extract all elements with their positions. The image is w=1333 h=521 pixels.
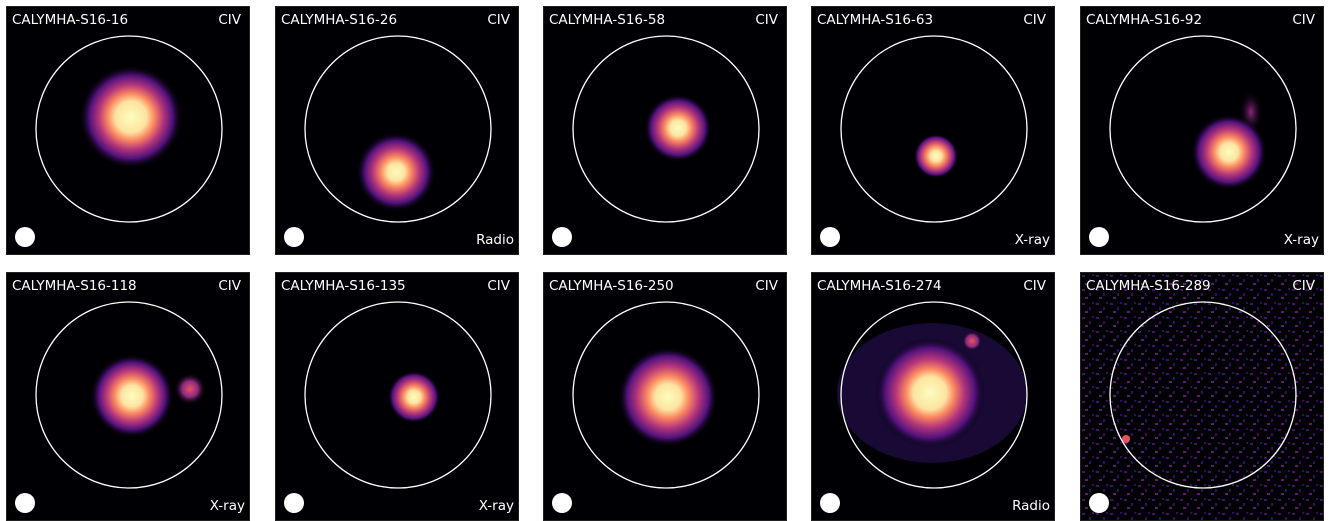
source-glow [644, 94, 712, 162]
cutout-image [15, 35, 223, 247]
cutout-image [552, 35, 760, 247]
cutout-panel: CALYMHA-S16-92 CIV X-ray [1080, 6, 1324, 255]
cutout-image [820, 301, 1028, 513]
source-glow [914, 134, 958, 178]
beam-marker [284, 227, 304, 247]
source-glow [1191, 114, 1267, 190]
beam-marker [820, 493, 840, 513]
cutout-panel: CALYMHA-S16-58 CIV [543, 6, 787, 255]
aperture-circle [304, 35, 492, 223]
line-label: CIV [487, 278, 510, 294]
cutout-panel: CALYMHA-S16-250 CIV [543, 272, 787, 521]
aperture-circle [304, 301, 492, 489]
aperture-circle [35, 301, 223, 489]
aperture-circle [840, 301, 1028, 489]
line-label: CIV [1292, 278, 1315, 294]
aperture-circle [840, 35, 1028, 223]
line-label: CIV [218, 278, 241, 294]
aperture-circle [572, 35, 760, 223]
beam-marker [552, 227, 572, 247]
line-label: CIV [1292, 12, 1315, 28]
cutout-image [284, 301, 492, 513]
source-name: CALYMHA-S16-135 [281, 278, 406, 294]
source-name: CALYMHA-S16-58 [549, 12, 666, 28]
source-glow [618, 347, 718, 447]
source-glow [90, 354, 174, 438]
aperture-circle [572, 301, 760, 489]
source-name: CALYMHA-S16-118 [12, 278, 137, 294]
beam-marker [15, 493, 35, 513]
cutout-panel: CALYMHA-S16-274 CIV Radio [811, 272, 1055, 521]
line-label: CIV [487, 12, 510, 28]
line-label: CIV [218, 12, 241, 28]
detection-tag: Radio [476, 232, 514, 248]
beam-marker [820, 227, 840, 247]
cutout-image [284, 35, 492, 247]
source-name: CALYMHA-S16-63 [817, 12, 934, 28]
detection-tag: X-ray [1283, 232, 1319, 248]
cutout-image [552, 301, 760, 513]
beam-marker [284, 493, 304, 513]
line-label: CIV [755, 278, 778, 294]
source-glow [79, 65, 183, 169]
source-name: CALYMHA-S16-274 [817, 278, 942, 294]
source-name: CALYMHA-S16-26 [281, 12, 398, 28]
beam-marker [15, 227, 35, 247]
detection-tag: Radio [1012, 498, 1050, 514]
companion-glow [174, 373, 206, 405]
source-glow [388, 371, 440, 423]
cutout-image [15, 301, 223, 513]
detection-tag: X-ray [209, 498, 245, 514]
source-glow [875, 338, 985, 448]
beam-marker [1089, 493, 1109, 513]
aperture-circle [35, 35, 223, 223]
source-name: CALYMHA-S16-289 [1086, 278, 1211, 294]
line-label: CIV [1023, 12, 1046, 28]
cutout-image [820, 35, 1028, 247]
line-label: CIV [755, 12, 778, 28]
cutout-panel: CALYMHA-S16-26 CIV Radio [275, 6, 519, 255]
companion-glow [962, 331, 982, 351]
cutout-image [1089, 35, 1297, 247]
source-glow [356, 132, 436, 212]
cutout-panel: CALYMHA-S16-16 CIV [6, 6, 250, 255]
aperture-circle [1109, 301, 1297, 489]
source-name: CALYMHA-S16-250 [549, 278, 674, 294]
cutout-panel: CALYMHA-S16-135 CIV X-ray [275, 272, 519, 521]
cutout-panel: CALYMHA-S16-289 CIV [1080, 272, 1324, 521]
cutout-panel: CALYMHA-S16-118 CIV X-ray [6, 272, 250, 521]
source-name: CALYMHA-S16-16 [12, 12, 129, 28]
detection-tag: X-ray [1014, 232, 1050, 248]
noise-field [1081, 273, 1323, 520]
aperture-circle [1109, 35, 1297, 223]
beam-marker [552, 493, 572, 513]
noise-spot [1122, 435, 1130, 443]
beam-marker [1089, 227, 1109, 247]
detection-tag: X-ray [478, 498, 514, 514]
cutout-image [1081, 273, 1323, 520]
line-label: CIV [1023, 278, 1046, 294]
source-name: CALYMHA-S16-92 [1086, 12, 1203, 28]
cutout-panel: CALYMHA-S16-63 CIV X-ray [811, 6, 1055, 255]
